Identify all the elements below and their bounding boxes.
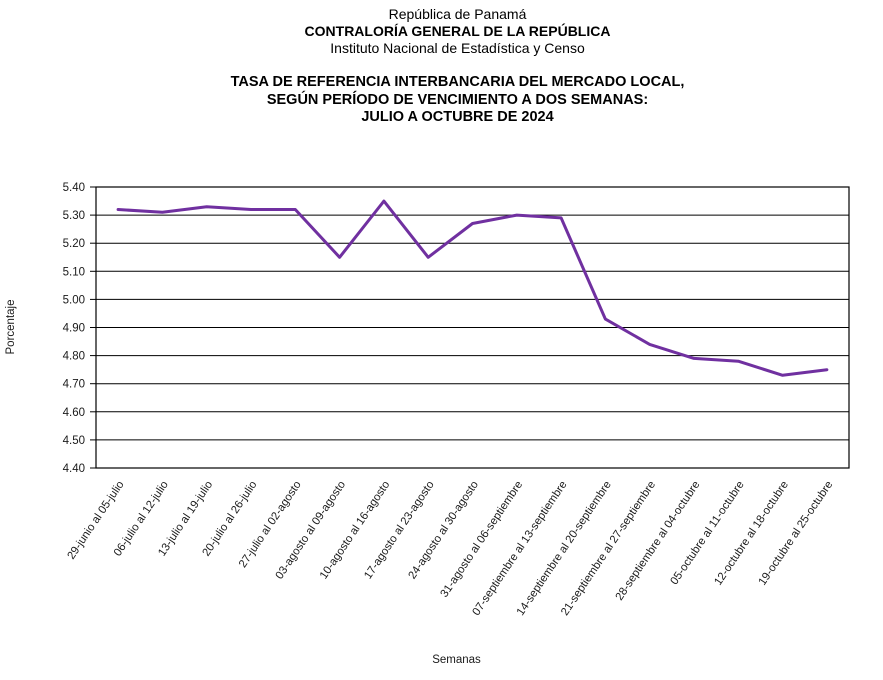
header-country: República de Panamá: [388, 6, 527, 22]
chart-title-line1: TASA DE REFERENCIA INTERBANCARIA DEL MER…: [230, 74, 685, 90]
y-axis-label: 4.90: [63, 323, 85, 335]
x-axis-label: 14-septiembre al 20-septiembre: [515, 479, 614, 618]
y-axis-label: 5.00: [63, 294, 85, 306]
header-institution: CONTRALORÍA GENERAL DE LA REPÚBLICA: [304, 23, 611, 39]
y-axis-label: 4.70: [63, 379, 85, 391]
x-axis-label: 05-octubre al 11-octubre: [668, 479, 746, 587]
x-axis-label: 31-agosto al 06-septiembre: [438, 479, 525, 600]
plot-border: [95, 186, 850, 469]
x-axis-label: 07-septiembre al 13-septiembre: [470, 479, 569, 618]
x-axis-title: Semanas: [432, 654, 481, 666]
x-axis-label: 12-octubre al 18-octubre: [712, 479, 791, 588]
header-department: Instituto Nacional de Estadística y Cens…: [330, 40, 585, 56]
chart-title: TASA DE REFERENCIA INTERBANCARIA DEL MER…: [0, 74, 883, 127]
document-header: República de Panamá CONTRALORÍA GENERAL …: [0, 6, 883, 57]
rate-line-series: [116, 199, 829, 377]
y-axis-title: Porcentaje: [5, 300, 17, 355]
y-axis-label: 5.10: [63, 266, 85, 278]
y-axis-label: 4.50: [63, 435, 85, 447]
y-axis-label: 4.80: [63, 351, 85, 363]
y-axis-label: 5.40: [63, 182, 85, 194]
y-axis-label: 4.40: [63, 463, 85, 475]
y-axis-label: 5.30: [63, 210, 85, 222]
chart-title-line3: JULIO A OCTUBRE DE 2024: [361, 109, 554, 125]
y-axis-label: 4.60: [63, 407, 85, 419]
x-axis-label: 21-septiembre al 27-septiembre: [559, 479, 658, 618]
y-axis-label: 5.20: [63, 238, 85, 250]
x-axis-label: 28-septiembre al 04-octubre: [613, 479, 702, 603]
x-axis-label: 19-octubre al 25-octubre: [757, 479, 836, 588]
chart-title-line2: SEGÚN PERÍODO DE VENCIMIENTO A DOS SEMAN…: [266, 91, 649, 108]
